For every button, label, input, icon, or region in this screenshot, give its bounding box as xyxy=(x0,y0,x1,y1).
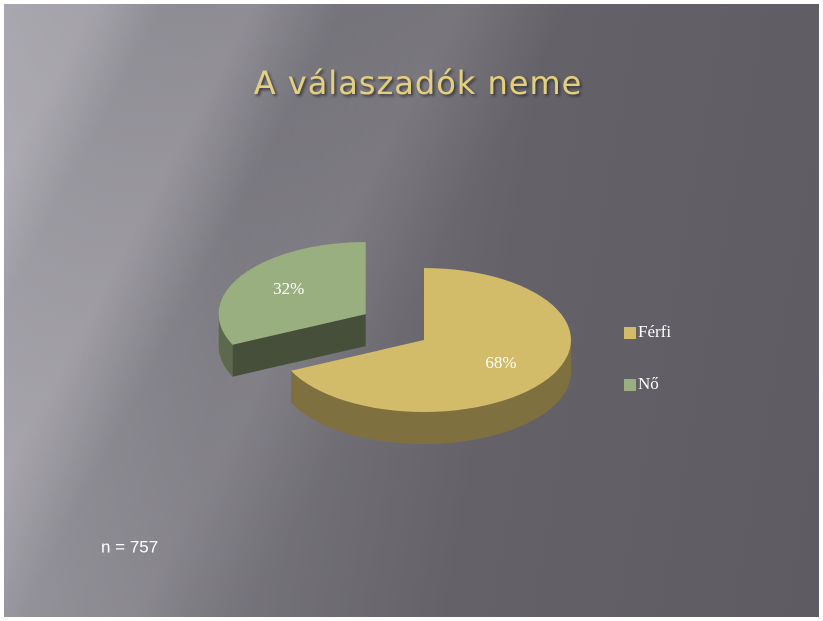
chart: A válaszadók neme n = 757 68% 32% Férfi Nő xyxy=(101,64,671,556)
slice-side xyxy=(232,314,366,377)
annotation: n = 757 xyxy=(101,537,158,556)
slice-side xyxy=(218,314,233,377)
data-label: 68% xyxy=(485,353,516,372)
legend-label: Férfi xyxy=(638,322,671,341)
slide: A válaszadók neme n = 757 68% 32% Férfi Nő xyxy=(4,4,819,617)
legend-label: Nő xyxy=(638,374,659,393)
slice xyxy=(291,268,571,412)
data-label: 32% xyxy=(273,279,304,298)
slice xyxy=(218,242,366,345)
legend-swatch xyxy=(624,327,636,339)
slice-side xyxy=(291,340,571,444)
chart-title: A válaszadók neme xyxy=(254,64,583,102)
legend-swatch xyxy=(624,379,636,391)
